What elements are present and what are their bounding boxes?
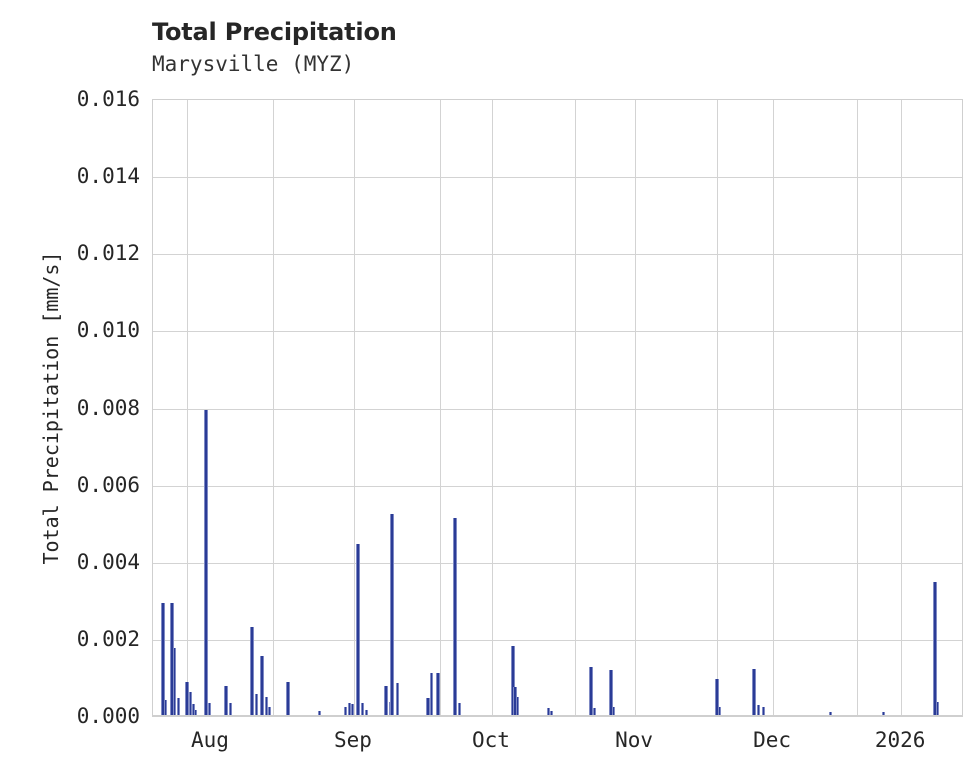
- data-bar: [348, 703, 351, 715]
- data-bar: [458, 703, 461, 715]
- data-bar: [318, 711, 321, 715]
- data-bar: [164, 699, 167, 715]
- y-axis-tick-label: 0.008: [76, 395, 140, 420]
- gridline-vertical: [354, 100, 355, 715]
- data-bar: [718, 707, 721, 715]
- gridline-vertical: [635, 100, 636, 715]
- data-bar: [453, 518, 457, 715]
- data-bar: [430, 673, 433, 715]
- y-axis-tick-label: 0.006: [76, 472, 140, 497]
- chart-title: Total Precipitation: [152, 18, 397, 46]
- data-bar: [185, 682, 189, 715]
- gridline-horizontal: [153, 331, 962, 333]
- x-axis-tick-label: Dec: [753, 728, 792, 752]
- data-bar: [344, 707, 347, 715]
- data-bar: [192, 704, 195, 715]
- data-bar: [612, 706, 615, 715]
- x-axis-tick-label: Sep: [333, 728, 372, 752]
- data-bar: [757, 705, 760, 715]
- x-axis-baseline: [152, 715, 963, 717]
- data-bar: [589, 666, 593, 715]
- data-bar: [550, 711, 553, 715]
- x-axis-tick-label: Aug: [191, 728, 229, 752]
- gridline-vertical: [492, 100, 493, 715]
- data-bar: [762, 706, 765, 715]
- gridline-vertical: [273, 100, 274, 715]
- data-bar: [361, 703, 364, 715]
- data-bar: [936, 701, 939, 715]
- data-bar: [204, 410, 208, 715]
- y-axis-tick-label: 0.002: [76, 626, 140, 651]
- data-bar: [829, 711, 832, 715]
- data-bar: [161, 603, 165, 715]
- chart-subtitle: Marysville (MYZ): [152, 52, 355, 76]
- data-bar: [384, 686, 388, 715]
- gridline-horizontal: [153, 254, 962, 256]
- data-bar: [224, 686, 228, 715]
- data-bar: [194, 710, 197, 715]
- data-bar: [286, 682, 290, 715]
- data-bar: [511, 645, 515, 715]
- data-bar: [260, 656, 264, 715]
- data-bar: [268, 707, 271, 715]
- data-bar: [396, 683, 399, 715]
- data-bar: [255, 693, 258, 715]
- data-bar: [436, 672, 440, 715]
- data-bar: [426, 697, 430, 715]
- data-bar: [229, 703, 232, 715]
- data-bar: [173, 647, 176, 715]
- data-bar: [547, 708, 550, 715]
- data-bar: [390, 514, 394, 715]
- data-bar: [516, 696, 519, 715]
- gridline-horizontal: [153, 177, 962, 179]
- gridline-horizontal: [153, 639, 962, 641]
- data-bar: [933, 581, 937, 715]
- gridline-vertical: [717, 100, 718, 715]
- gridline-vertical: [440, 100, 441, 715]
- data-bar: [752, 668, 756, 715]
- data-bar: [365, 710, 368, 715]
- y-axis-tick-label: 0.004: [76, 549, 140, 574]
- plot-area: [152, 99, 963, 716]
- x-axis-tick-label: 2026: [874, 728, 926, 752]
- y-axis-tick-label: 0.016: [76, 87, 140, 111]
- data-bar: [593, 708, 596, 715]
- data-bar: [189, 691, 192, 715]
- gridline-vertical: [187, 100, 188, 715]
- data-bar: [177, 697, 180, 715]
- data-bar: [609, 669, 613, 715]
- data-bar: [265, 696, 268, 715]
- y-axis-tick-label: 0.014: [76, 164, 140, 189]
- gridline-vertical: [857, 100, 858, 715]
- y-axis-tick-label: 0.010: [76, 318, 140, 343]
- data-bar: [250, 627, 254, 715]
- data-bar: [715, 679, 719, 715]
- gridline-vertical: [575, 100, 576, 715]
- data-bar: [356, 544, 360, 715]
- gridline-horizontal: [153, 562, 962, 564]
- x-axis-tick-label: Nov: [615, 728, 654, 752]
- data-bar: [351, 704, 354, 715]
- gridline-vertical: [901, 100, 902, 715]
- gridline-horizontal: [153, 485, 962, 487]
- data-bar: [882, 711, 885, 715]
- gridline-horizontal: [153, 408, 962, 410]
- x-axis-tick-label: Oct: [472, 728, 510, 752]
- y-axis-tick-label: 0.000: [76, 704, 140, 728]
- data-bar: [208, 703, 211, 715]
- y-axis-tick-label: 0.012: [76, 241, 140, 266]
- gridline-vertical: [773, 100, 774, 715]
